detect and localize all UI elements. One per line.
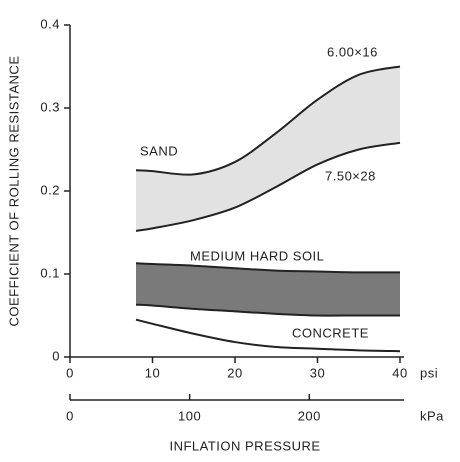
- series-label: MEDIUM HARD SOIL: [190, 248, 324, 263]
- x-tick-label: 10: [145, 365, 160, 380]
- x2-tick-label: 0: [66, 408, 74, 423]
- x2-tick-label: 200: [298, 408, 321, 423]
- y-tick-label: 0.1: [40, 265, 60, 280]
- y-tick-label: 0.2: [40, 182, 60, 197]
- curve-label: 6.00×16: [327, 44, 378, 59]
- band-upper-line: [135, 65, 401, 176]
- x-axis-title: INFLATION PRESSURE: [169, 438, 320, 453]
- series-label: CONCRETE: [292, 325, 369, 340]
- y-tick-label: 0.3: [40, 99, 60, 114]
- y-tick-label: 0: [52, 348, 60, 363]
- band-lower-line: [135, 141, 401, 232]
- band-upper-line: [135, 262, 401, 274]
- curve-label: 7.50×28: [325, 168, 376, 183]
- x-tick-label: 40: [392, 365, 407, 380]
- band-area: [136, 263, 400, 316]
- band-lower-line: [135, 303, 400, 317]
- y-axis-title: COEFFICIENT OF ROLLING RESISTANCE: [6, 56, 21, 327]
- x2-unit: kPa: [420, 408, 444, 423]
- x-tick-label: 0: [66, 365, 74, 380]
- x-tick-label: 30: [310, 365, 325, 380]
- x2-tick-label: 100: [178, 408, 201, 423]
- series-label: SAND: [140, 143, 178, 158]
- x-tick-label: 20: [227, 365, 242, 380]
- band-area: [136, 66, 400, 231]
- x-unit: psi: [420, 365, 438, 380]
- y-tick-label: 0.4: [40, 16, 60, 31]
- line: [135, 318, 401, 353]
